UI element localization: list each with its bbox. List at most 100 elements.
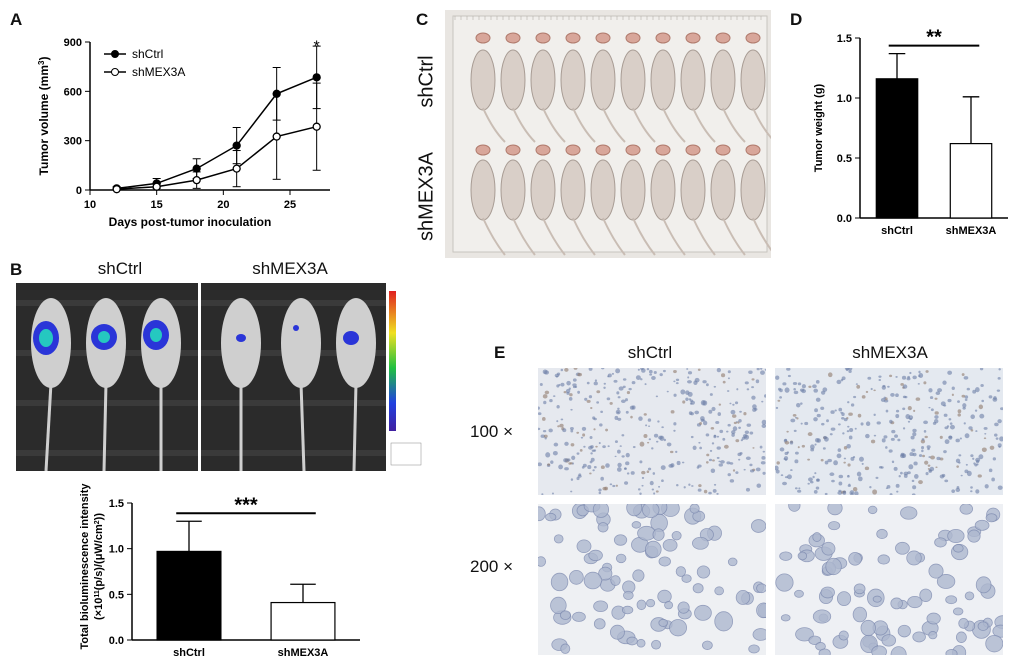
nucleus <box>742 434 748 439</box>
nucleus <box>590 445 594 449</box>
nucleus <box>553 442 559 447</box>
nucleus <box>901 375 907 380</box>
nucleus <box>946 425 950 428</box>
nucleus <box>869 485 872 489</box>
tumor-shmex3a <box>625 144 641 156</box>
nucleus <box>795 627 814 642</box>
nucleus <box>918 480 923 485</box>
nucleus <box>540 434 546 438</box>
nucleus <box>625 398 628 402</box>
panel-e-100x-label: 100 × <box>470 422 514 441</box>
tumor-shmex3a <box>715 144 731 156</box>
nucleus <box>651 447 654 450</box>
panel-e-shmex3a-label: shMEX3A <box>852 343 928 362</box>
nucleus <box>743 412 747 416</box>
mouse-tail <box>542 217 566 256</box>
nucleus <box>597 522 609 533</box>
nucleus <box>718 403 722 406</box>
nucleus <box>620 399 626 404</box>
nucleus <box>895 413 900 419</box>
nucleus <box>639 441 645 447</box>
nucleus <box>699 446 702 450</box>
nucleus <box>541 493 544 495</box>
nucleus <box>966 387 970 391</box>
nucleus <box>807 482 810 485</box>
nucleus <box>756 368 760 371</box>
chart-d-ytick-label: 1.5 <box>837 33 852 45</box>
nucleus <box>902 407 906 411</box>
nucleus <box>981 399 985 403</box>
nucleus <box>691 485 694 487</box>
mouse-body <box>560 49 586 111</box>
nucleus <box>719 429 724 434</box>
nucleus <box>666 390 669 393</box>
nucleus <box>710 426 715 430</box>
nucleus <box>600 465 605 470</box>
nucleus <box>655 490 659 493</box>
nucleus <box>888 449 893 453</box>
nucleus <box>544 437 547 440</box>
nucleus <box>784 476 788 479</box>
nucleus <box>637 368 640 371</box>
nucleus <box>928 631 938 640</box>
nucleus <box>713 385 717 388</box>
mouse-body <box>740 49 766 111</box>
nucleus <box>784 438 788 442</box>
nucleus <box>857 476 863 482</box>
nucleus <box>981 447 987 453</box>
nucleus <box>579 449 583 452</box>
nucleus <box>700 418 704 423</box>
nucleus <box>640 378 643 381</box>
nucleus <box>814 408 818 413</box>
nucleus <box>544 370 550 375</box>
nucleus <box>983 426 988 430</box>
nucleus <box>661 426 664 429</box>
nucleus <box>913 461 918 466</box>
nucleus <box>576 431 580 434</box>
nucleus <box>928 456 931 458</box>
nucleus <box>708 458 713 462</box>
nucleus <box>563 458 568 463</box>
mouse-body <box>680 49 706 111</box>
nucleus <box>928 406 931 409</box>
chart-a-ytick-label: 900 <box>64 37 82 49</box>
nucleus <box>978 454 984 460</box>
nucleus <box>956 465 959 468</box>
nucleus <box>808 635 822 645</box>
nucleus <box>538 556 547 567</box>
chart-b-xtick-label: shMEX3A <box>278 647 329 659</box>
nucleus <box>759 445 763 449</box>
nucleus <box>792 414 797 417</box>
chart-a-legend-shMEX3A: shMEX3A <box>132 65 185 79</box>
nucleus <box>749 469 755 473</box>
chart-a-xtick-label: 25 <box>284 199 296 211</box>
nucleus <box>593 428 596 431</box>
nucleus <box>598 441 601 445</box>
nucleus <box>959 437 962 440</box>
nucleus <box>820 406 825 411</box>
mouse-tail <box>662 217 686 256</box>
nucleus <box>760 370 765 375</box>
nucleus <box>712 489 717 493</box>
nucleus <box>838 630 849 641</box>
chart-b-ytick-label: 0.5 <box>109 589 124 601</box>
nucleus <box>794 459 799 464</box>
nucleus <box>655 395 659 398</box>
nucleus <box>605 428 609 432</box>
tumor-shctrl <box>745 32 761 44</box>
nucleus <box>732 426 738 432</box>
nucleus <box>900 506 918 520</box>
nucleus <box>676 484 679 487</box>
nucleus <box>643 434 648 439</box>
nucleus <box>696 466 700 469</box>
nucleus <box>965 463 968 466</box>
nucleus <box>939 435 943 439</box>
nucleus <box>975 430 978 432</box>
nucleus <box>683 486 686 489</box>
nucleus <box>547 463 551 466</box>
nucleus <box>554 373 560 378</box>
nucleus <box>794 589 804 598</box>
nucleus <box>779 447 785 452</box>
nucleus <box>658 618 668 627</box>
nucleus <box>914 473 919 479</box>
